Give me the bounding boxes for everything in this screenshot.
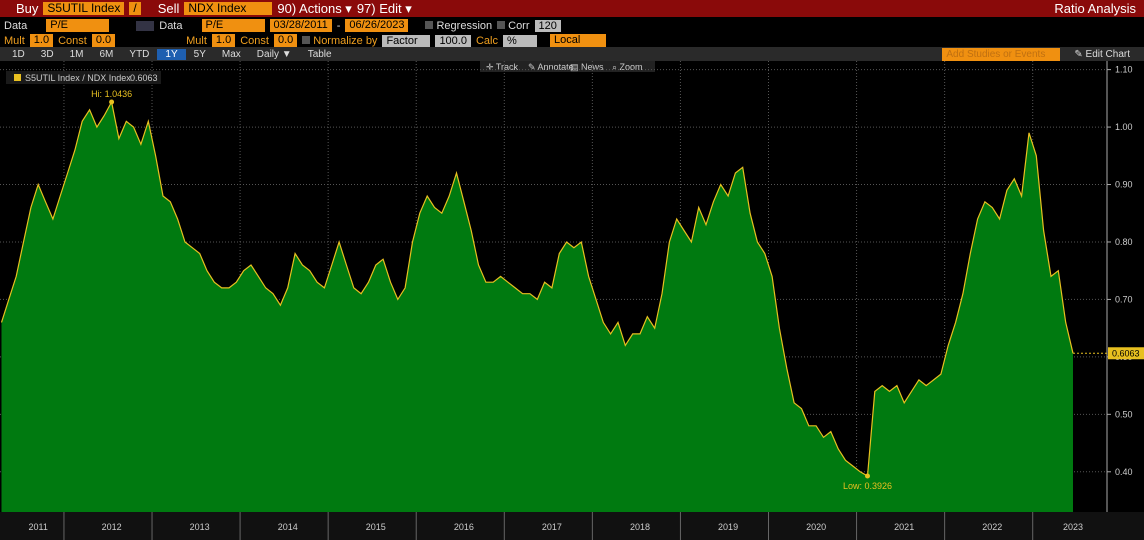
y-tick-label: 1.00: [1115, 122, 1133, 132]
field[interactable]: P/E: [201, 19, 265, 32]
period-button[interactable]: 6M: [99, 48, 114, 60]
x-tick-label: 2020: [806, 522, 826, 532]
label: Const: [58, 34, 87, 47]
x-tick-label: 2012: [102, 522, 122, 532]
label: Calc: [475, 34, 498, 47]
label: Mult: [186, 34, 207, 47]
x-tick-label: 2016: [454, 522, 474, 532]
annotation-label: Low: 0.3926: [843, 481, 892, 491]
legend-entry: S5UTIL Index / NDX Index: [25, 73, 131, 83]
x-tick-label: 2014: [278, 522, 298, 532]
field[interactable]: 0.0: [273, 34, 298, 47]
field[interactable]: 0.0: [91, 34, 116, 47]
last-value-box: [1108, 347, 1144, 360]
checkbox[interactable]: Regression: [425, 20, 492, 32]
studies-field[interactable]: Add Studies or Events: [942, 47, 1061, 61]
security-field[interactable]: S5UTIL Index: [43, 2, 125, 15]
last-value-label: 0.6063: [1112, 348, 1140, 358]
checkbox[interactable]: Normalize by: [302, 35, 377, 47]
field[interactable]: %: [502, 34, 537, 47]
checkbox[interactable]: Corr: [497, 19, 530, 32]
field[interactable]: Factor: [382, 34, 431, 47]
period-button[interactable]: Table: [307, 48, 332, 60]
swap-icon[interactable]: [136, 20, 155, 31]
chart-tool: ✛ Track: [486, 62, 519, 72]
buy-label: Buy: [16, 1, 39, 16]
x-tick-label: 2017: [542, 522, 562, 532]
x-tick-label: 2011: [29, 522, 48, 532]
period-button[interactable]: 3D: [40, 48, 54, 60]
x-tick-label: 2021: [894, 522, 914, 532]
period-button[interactable]: 5Y: [193, 48, 206, 60]
annotation-dot: [865, 473, 871, 479]
field[interactable]: 1.0: [211, 34, 236, 47]
y-tick-label: 0.50: [1115, 409, 1133, 419]
chart-tool: ⌕ Zoom: [612, 62, 643, 72]
x-tick-label: 2018: [630, 522, 650, 532]
edit-menu[interactable]: 97) Edit ▾: [356, 0, 412, 16]
period-button[interactable]: YTD: [129, 48, 150, 60]
page-title: Ratio Analysis: [1054, 1, 1136, 16]
legend-swatch: [14, 74, 21, 81]
label: Const: [240, 34, 269, 47]
period-buttons: 1D 3D 1M 6M YTD 1Y 5Y Max Daily ▼ Table: [4, 48, 340, 60]
actions-menu[interactable]: 90) Actions ▾: [277, 0, 352, 16]
y-tick-label: 0.70: [1115, 294, 1133, 304]
data-row: Data P/E Data P/E 03/28/2011 - 06/26/202…: [0, 18, 1144, 33]
x-tick-label: 2019: [718, 522, 738, 532]
chart-tool: ✎ Annotate: [528, 62, 574, 72]
annotation-dot: [109, 99, 115, 105]
x-tick-label: 2022: [982, 522, 1002, 532]
field[interactable]: 120: [534, 19, 561, 32]
chart: ✛ Track ✎ Annotate▤ News ⌕ Zoom 2011 2012 201…: [0, 61, 1144, 540]
command-bar: Buy S5UTIL Index / Sell NDX Index 90) Ac…: [0, 0, 1144, 17]
y-tick-label: 0.40: [1115, 467, 1133, 477]
x-tick-label: 2013: [190, 522, 210, 532]
dash: -: [336, 19, 341, 32]
area: [1, 102, 1073, 512]
date-field[interactable]: 03/28/2011: [269, 19, 332, 32]
y-tick-label: 1.10: [1115, 65, 1133, 75]
field[interactable]: Local: [549, 34, 606, 47]
annotation-label: Hi: 1.0436: [91, 89, 132, 99]
x-axis-band: [0, 512, 1144, 540]
label: Corr: [508, 19, 530, 32]
period-button[interactable]: 1Y: [157, 48, 186, 60]
label: Mult: [4, 34, 25, 47]
legend-background: [6, 71, 161, 84]
field[interactable]: P/E: [46, 19, 110, 32]
label: Data: [159, 19, 183, 32]
x-tick-label: 2023: [1063, 522, 1083, 532]
x-tick-label: 2015: [366, 522, 386, 532]
operator-field[interactable]: /: [129, 2, 141, 15]
sell-label: Sell: [157, 1, 180, 16]
label: Regression: [436, 19, 493, 32]
line: [0, 100, 1074, 477]
y-tick-label: 0.90: [1115, 180, 1133, 190]
period-bar: 1D 3D 1M 6M YTD 1Y 5Y Max Daily ▼ Table Add Studi…: [0, 47, 1144, 61]
date-field[interactable]: 06/26/2023: [345, 19, 409, 32]
period-button[interactable]: 1M: [69, 48, 84, 60]
params-row: Mult 1.0 Const 0.0 Mult 1.0 Const 0.0 No…: [0, 33, 1144, 48]
label: Normalize by: [313, 34, 378, 47]
security-field[interactable]: NDX Index: [184, 2, 273, 15]
legend-value: 0.6063: [130, 73, 158, 83]
period-button[interactable]: Max: [221, 48, 241, 60]
y-tick-label: 0.80: [1115, 237, 1133, 247]
chart-tool: ▤ News: [570, 62, 604, 72]
chart-tools: [480, 61, 655, 72]
period-button[interactable]: 1D: [12, 48, 25, 60]
label: Data: [4, 19, 28, 32]
edit-chart-button[interactable]: ✎ Edit Chart: [1074, 48, 1130, 60]
field[interactable]: 1.0: [29, 34, 54, 47]
period-button[interactable]: Daily ▼: [256, 48, 292, 60]
field[interactable]: 100.0: [435, 34, 471, 47]
